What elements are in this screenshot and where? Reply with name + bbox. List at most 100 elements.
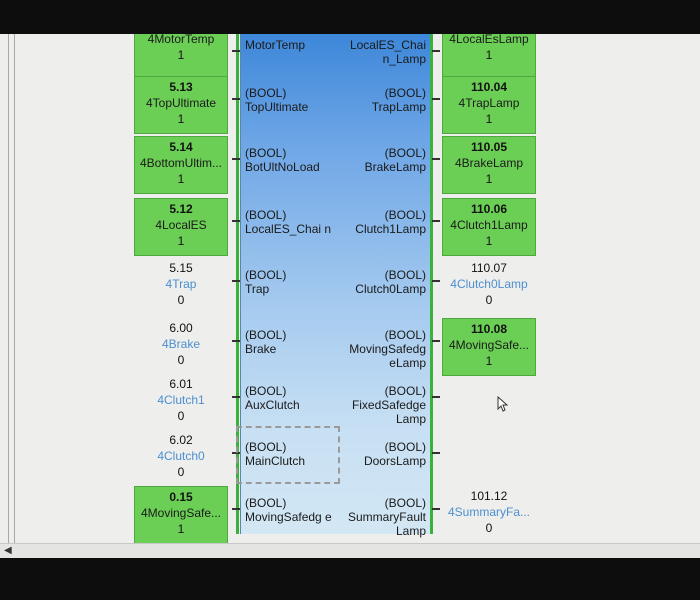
param-type: (BOOL) [384, 268, 426, 282]
left-margin-line [8, 34, 9, 558]
input-pin-tick [232, 220, 240, 222]
input-pin-tick [232, 158, 240, 160]
function-block[interactable] [240, 34, 432, 534]
pin-value: 1 [485, 48, 493, 62]
block-input-label: (BOOL) MovingSafedg e [245, 496, 335, 524]
pin-value: 1 [485, 112, 493, 126]
inputs_col-pin[interactable]: 6.01 4Clutch1 0 [134, 374, 228, 424]
pin-variable-name: 4Clutch0 [157, 449, 205, 463]
param-name: Brake [245, 342, 277, 356]
param-name: FixedSafedge Lamp [351, 398, 426, 426]
param-name: BrakeLamp [364, 160, 426, 174]
block-output-label: (BOOL) SummaryFault Lamp [330, 496, 426, 538]
pin-variable-name: 4MovingSafe... [140, 506, 222, 520]
outputs_col-pin[interactable]: 110.06 4Clutch1Lamp 1 [442, 198, 536, 256]
input-pin-tick [232, 280, 240, 282]
pin-value: 1 [485, 172, 493, 186]
pin-address: 110.05 [470, 140, 508, 154]
pin-variable-name: 4Clutch0Lamp [450, 277, 528, 291]
param-name: BotUltNoLoad [245, 160, 320, 174]
pin-address: 0.15 [169, 490, 193, 504]
output-pin-tick [432, 508, 440, 510]
output-pin-tick [432, 50, 440, 52]
pin-address: 110.06 [470, 202, 508, 216]
param-type: (BOOL) [384, 146, 426, 160]
input-pin-tick [232, 50, 240, 52]
param-type: (BOOL) [245, 440, 287, 454]
block-output-label: (BOOL) DoorsLamp [330, 440, 426, 468]
inputs_col-pin[interactable]: 0.15 4MovingSafe... 1 [134, 486, 228, 544]
inputs_col-pin[interactable]: 5.13 4TopUltimate 1 [134, 76, 228, 134]
pin-variable-name: 4BottomUltim... [139, 156, 223, 170]
ladder-editor-screen: 4MotorTemp 1 5.13 4TopUltimate 1 5.14 4BottomU… [0, 34, 700, 558]
param-name: MotorTemp [245, 38, 306, 52]
block-input-label: (BOOL) AuxClutch [245, 384, 335, 412]
pin-value: 0 [177, 465, 185, 479]
outputs_col-pin[interactable]: 110.05 4BrakeLamp 1 [442, 136, 536, 194]
inputs_col-pin[interactable]: 6.00 4Brake 0 [134, 318, 228, 368]
pin-variable-name: 4Clutch1 [157, 393, 205, 407]
triangle-left-icon[interactable]: ◀ [4, 545, 12, 556]
block-input-label: (BOOL) MainClutch [245, 440, 335, 468]
pin-value: 0 [177, 353, 185, 367]
param-name: LocalES_Chai n [245, 222, 332, 236]
block-input-label: (BOOL) LocalES_Chai n [245, 208, 335, 236]
param-type: (BOOL) [384, 440, 426, 454]
block-input-label: (BOOL) Brake [245, 328, 335, 356]
block-input-label: (BOOL) TopUltimate [245, 86, 335, 114]
param-name: MainClutch [245, 454, 306, 468]
block-output-label: (BOOL) FixedSafedge Lamp [330, 384, 426, 426]
output-pin-tick [432, 396, 440, 398]
outputs_col-pin[interactable]: 110.07 4Clutch0Lamp 0 [442, 258, 536, 308]
pin-address: 110.04 [470, 80, 508, 94]
block-output-label: LocalES_Chai n_Lamp [330, 38, 426, 66]
output-pin-tick [432, 158, 440, 160]
pin-value: 1 [177, 172, 185, 186]
pin-variable-name: 4MovingSafe... [448, 338, 530, 352]
pin-value: 1 [177, 234, 185, 248]
pin-variable-name: 4TrapLamp [458, 96, 520, 110]
param-type: (BOOL) [384, 328, 426, 342]
pin-address: 5.15 [169, 261, 193, 275]
inputs_col-pin[interactable]: 5.14 4BottomUltim... 1 [134, 136, 228, 194]
param-name: Clutch0Lamp [355, 282, 426, 296]
param-type: (BOOL) [245, 208, 287, 222]
pin-value: 1 [177, 112, 185, 126]
selection-outline [236, 426, 340, 484]
left-rail [236, 34, 239, 534]
param-name: Trap [245, 282, 270, 296]
outputs_col-pin[interactable]: 110.08 4MovingSafe... 1 [442, 318, 536, 376]
pin-variable-name: 4BrakeLamp [454, 156, 524, 170]
pin-address: 6.02 [169, 433, 193, 447]
param-type: (BOOL) [245, 86, 287, 100]
outputs_col-pin[interactable]: 101.12 4SummaryFa... 0 [442, 486, 536, 536]
block-input-label: (BOOL) Trap [245, 268, 335, 296]
param-type: (BOOL) [245, 328, 287, 342]
input-pin-tick [232, 508, 240, 510]
param-name: AuxClutch [245, 398, 300, 412]
inputs_col-pin[interactable]: 5.15 4Trap 0 [134, 258, 228, 308]
pin-value: 1 [485, 354, 493, 368]
param-type: (BOOL) [245, 384, 287, 398]
pin-variable-name: 4Clutch1Lamp [450, 218, 528, 232]
pin-address: 6.01 [169, 377, 193, 391]
inputs_col-pin[interactable]: 6.02 4Clutch0 0 [134, 430, 228, 480]
param-name: Clutch1Lamp [355, 222, 426, 236]
block-output-label: (BOOL) TrapLamp [330, 86, 426, 114]
output-pin-tick [432, 280, 440, 282]
outputs_col-pin[interactable]: 110.04 4TrapLamp 1 [442, 76, 536, 134]
pin-address: 101.12 [470, 489, 508, 503]
block-output-label: (BOOL) Clutch1Lamp [330, 208, 426, 236]
param-name: SummaryFault Lamp [347, 510, 426, 538]
pin-variable-name: 4SummaryFa... [447, 505, 531, 519]
pin-variable-name: 4Trap [165, 277, 197, 291]
block-output-label: (BOOL) Clutch0Lamp [330, 268, 426, 296]
inputs_col-pin[interactable]: 5.12 4LocalES 1 [134, 198, 228, 256]
block-output-label: (BOOL) BrakeLamp [330, 146, 426, 174]
block-input-label: (BOOL) BotUltNoLoad [245, 146, 335, 174]
pin-address: 110.08 [470, 322, 508, 336]
pin-variable-name: 4Brake [161, 337, 201, 351]
pin-value: 0 [177, 409, 185, 423]
pin-address: 5.14 [169, 140, 193, 154]
horizontal-scrollbar[interactable]: ◀ [0, 543, 700, 558]
